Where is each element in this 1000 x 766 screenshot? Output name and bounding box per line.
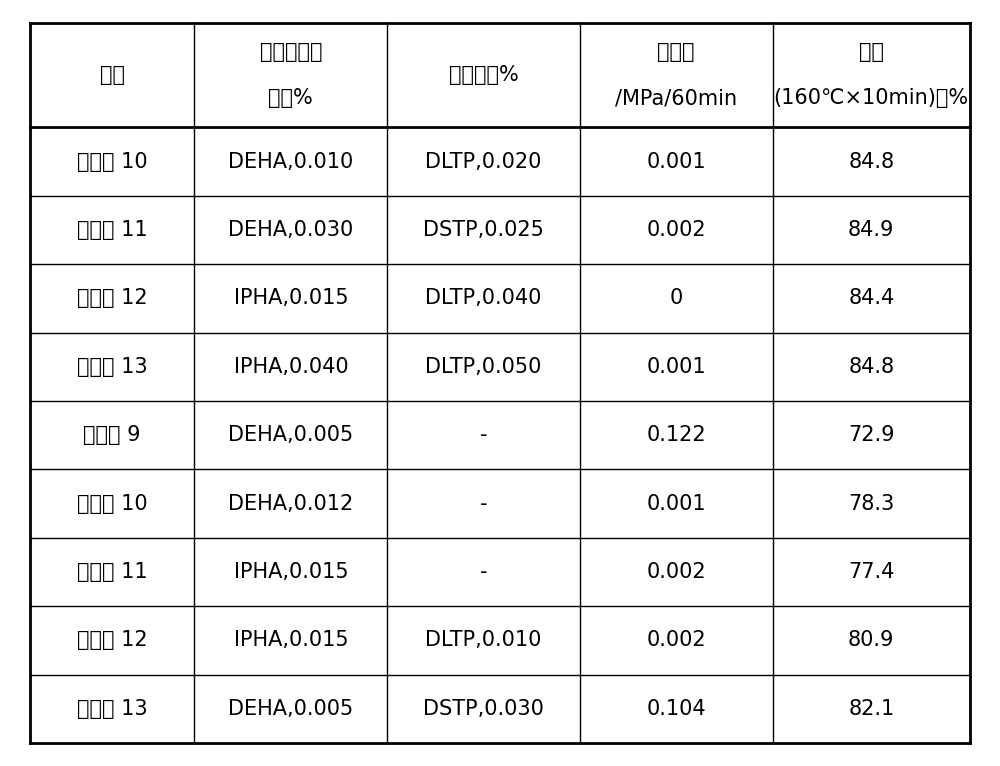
Text: -: - [480,493,487,514]
Text: IPHA,0.015: IPHA,0.015 [234,562,348,582]
Text: 实施例 12: 实施例 12 [77,288,148,309]
Text: 烷基取代羟: 烷基取代羟 [260,42,322,62]
Text: 实施例 11: 实施例 11 [77,220,148,240]
Text: 抗氧剂，%: 抗氧剂，% [449,65,518,85]
Text: DEHA,0.005: DEHA,0.005 [228,425,353,445]
Text: DSTP,0.030: DSTP,0.030 [423,699,544,719]
Text: DLTP,0.020: DLTP,0.020 [425,152,542,172]
Text: 0.001: 0.001 [646,357,706,377]
Text: 对比例 12: 对比例 12 [77,630,148,650]
Text: -: - [480,562,487,582]
Text: 0.002: 0.002 [646,562,706,582]
Text: 压力降: 压力降 [658,42,695,62]
Text: 0.002: 0.002 [646,630,706,650]
Text: 0.104: 0.104 [646,699,706,719]
Text: 0.122: 0.122 [646,425,706,445]
Text: -: - [480,425,487,445]
Text: 对比例 11: 对比例 11 [77,562,148,582]
Text: 84.8: 84.8 [848,152,894,172]
Text: 对比例 10: 对比例 10 [77,493,148,514]
Text: 胺，%: 胺，% [268,88,313,108]
Text: 0: 0 [670,288,683,309]
Text: DLTP,0.010: DLTP,0.010 [425,630,542,650]
Text: IPHA,0.015: IPHA,0.015 [234,630,348,650]
Text: 78.3: 78.3 [848,493,894,514]
Text: 例子: 例子 [100,65,125,85]
Text: (160℃×10min)，%: (160℃×10min)，% [774,88,969,108]
Text: 82.1: 82.1 [848,699,894,719]
Text: 84.9: 84.9 [848,220,894,240]
Text: 0.002: 0.002 [646,220,706,240]
Text: DLTP,0.050: DLTP,0.050 [425,357,542,377]
Text: DEHA,0.012: DEHA,0.012 [228,493,353,514]
Text: DLTP,0.040: DLTP,0.040 [425,288,542,309]
Text: 80.9: 80.9 [848,630,894,650]
Text: 84.8: 84.8 [848,357,894,377]
Text: 72.9: 72.9 [848,425,895,445]
Text: 对比例 13: 对比例 13 [77,699,148,719]
Text: DSTP,0.025: DSTP,0.025 [423,220,544,240]
Text: DEHA,0.005: DEHA,0.005 [228,699,353,719]
Text: 实施例 13: 实施例 13 [77,357,148,377]
Text: IPHA,0.015: IPHA,0.015 [234,288,348,309]
Text: DEHA,0.010: DEHA,0.010 [228,152,353,172]
Text: IPHA,0.040: IPHA,0.040 [234,357,348,377]
Text: DEHA,0.030: DEHA,0.030 [228,220,353,240]
Text: 77.4: 77.4 [848,562,894,582]
Text: 84.4: 84.4 [848,288,894,309]
Text: 0.001: 0.001 [646,493,706,514]
Text: /MPa/60min: /MPa/60min [615,88,737,108]
Text: 实施例 10: 实施例 10 [77,152,148,172]
Text: 对比例 9: 对比例 9 [83,425,141,445]
Text: 0.001: 0.001 [646,152,706,172]
Text: 白度: 白度 [859,42,884,62]
